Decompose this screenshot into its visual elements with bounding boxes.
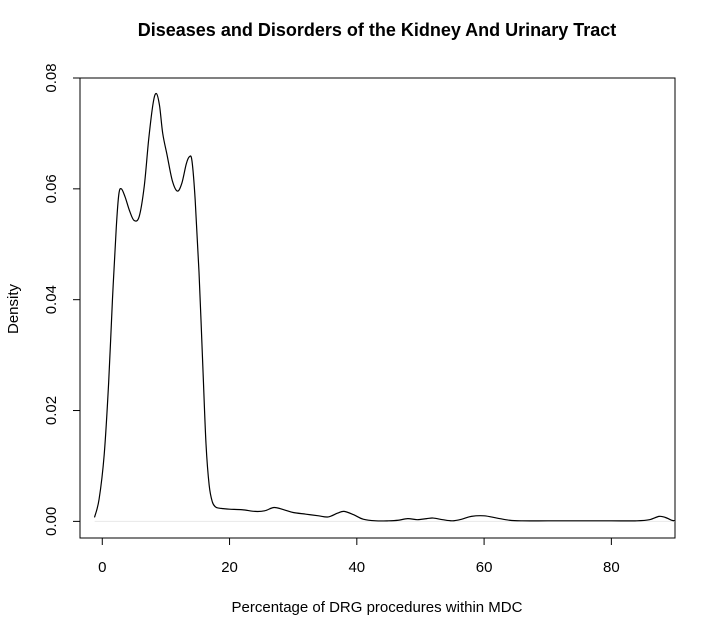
- x-axis: 0 20 40 60 80: [98, 538, 620, 576]
- y-tick-label: 0.08: [43, 63, 60, 92]
- x-tick-label: 0: [98, 559, 106, 576]
- y-tick-label: 0.02: [43, 396, 60, 425]
- plot-frame: [79, 77, 676, 539]
- y-axis-label: Density: [5, 283, 22, 334]
- y-tick-label: 0.06: [43, 174, 60, 203]
- density-curve: [94, 92, 675, 522]
- x-axis-label: Percentage of DRG procedures within MDC: [232, 599, 523, 616]
- series-layer: [94, 92, 675, 522]
- chart-title: Diseases and Disorders of the Kidney And…: [138, 20, 616, 40]
- x-tick-label: 40: [348, 559, 365, 576]
- x-tick-label: 60: [476, 559, 493, 576]
- y-tick-label: 0.00: [43, 507, 60, 536]
- y-axis: 0.00 0.02 0.04 0.06 0.08: [43, 63, 80, 536]
- x-tick-label: 20: [221, 559, 238, 576]
- y-tick-label: 0.04: [43, 285, 60, 314]
- x-tick-label: 80: [603, 559, 620, 576]
